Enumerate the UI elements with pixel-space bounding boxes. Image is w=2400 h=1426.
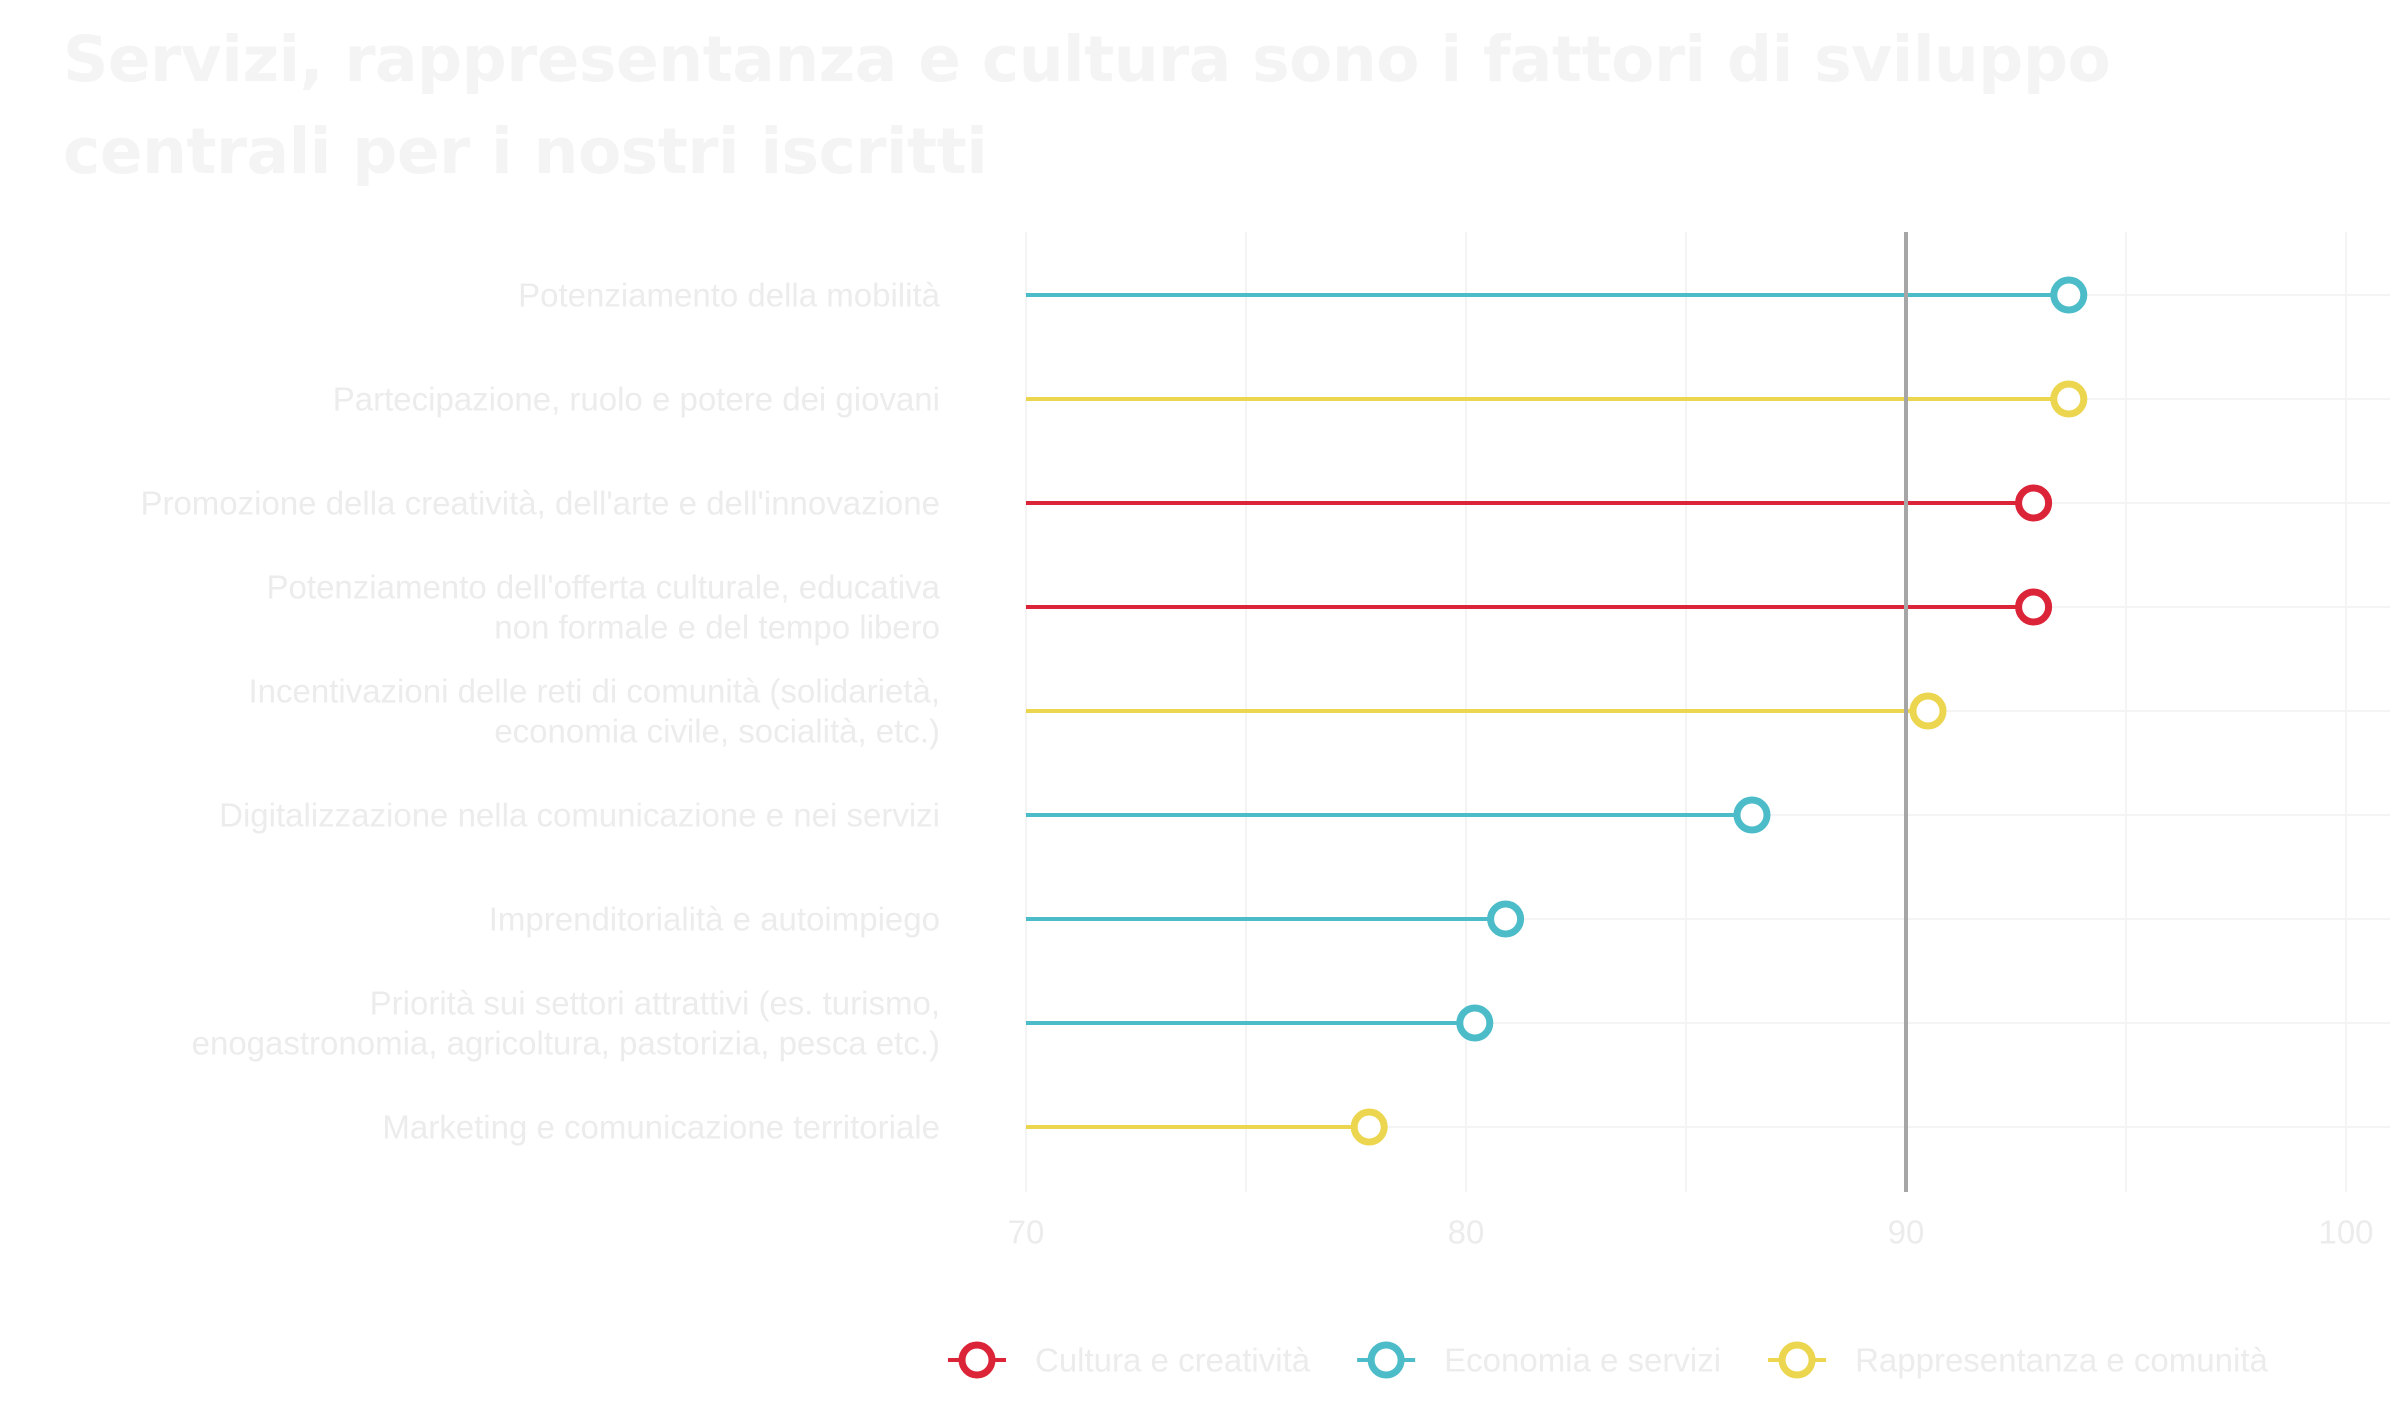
lollipop-point: [1733, 796, 1771, 834]
legend-key-point: [1367, 1341, 1405, 1379]
legend: Cultura e creatività Economia e servizi Ra…: [948, 1341, 2268, 1379]
legend-key-point: [958, 1341, 996, 1379]
category-label: Potenziamento dell'offerta culturale, ed…: [267, 569, 941, 606]
lollipop-point: [2050, 380, 2088, 418]
category-label: economia civile, socialità, etc.): [494, 713, 940, 750]
lollipop-point: [1456, 1004, 1494, 1042]
category-label: enogastronomia, agricoltura, pastorizia,…: [192, 1025, 940, 1062]
chart-title: Servizi, rappresentanza e cultura sono i…: [63, 23, 2111, 188]
category-label: Potenziamento della mobilità: [518, 277, 941, 314]
lollipop-point: [2015, 588, 2053, 626]
lollipop-point: [1487, 900, 1525, 938]
x-axis-ticks: 70 80 90 100: [1008, 1214, 2374, 1251]
category-label: Promozione della creatività, dell'arte e…: [140, 485, 940, 522]
x-tick-label: 90: [1888, 1214, 1925, 1251]
lollipop-point: [2015, 484, 2053, 522]
category-label: Priorità sui settori attrattivi (es. tur…: [370, 985, 940, 1022]
legend-label: Economia e servizi: [1444, 1342, 1721, 1379]
category-label: Imprenditorialità e autoimpiego: [489, 901, 940, 938]
category-label: non formale e del tempo libero: [494, 609, 940, 646]
lollipop-stems: [1026, 293, 2069, 1129]
category-label: Digitalizzazione nella comunicazione e n…: [219, 797, 940, 834]
lollipop-point: [2050, 276, 2088, 314]
lollipop-point: [1350, 1108, 1388, 1146]
x-tick-label: 70: [1008, 1214, 1045, 1251]
lollipop-point: [1909, 692, 1947, 730]
category-labels: Potenziamento della mobilità Partecipazio…: [140, 277, 940, 1146]
x-tick-label: 100: [2318, 1214, 2373, 1251]
x-tick-label: 80: [1448, 1214, 1485, 1251]
legend-label: Rappresentanza e comunità: [1855, 1342, 2268, 1379]
category-label: Partecipazione, ruolo e potere dei giova…: [333, 381, 940, 418]
category-label: Marketing e comunicazione territoriale: [382, 1109, 940, 1146]
legend-key-point: [1778, 1341, 1816, 1379]
legend-label: Cultura e creatività: [1035, 1342, 1311, 1379]
category-label: Incentivazioni delle reti di comunità (s…: [248, 673, 940, 710]
lollipop-points: [1350, 276, 2088, 1146]
